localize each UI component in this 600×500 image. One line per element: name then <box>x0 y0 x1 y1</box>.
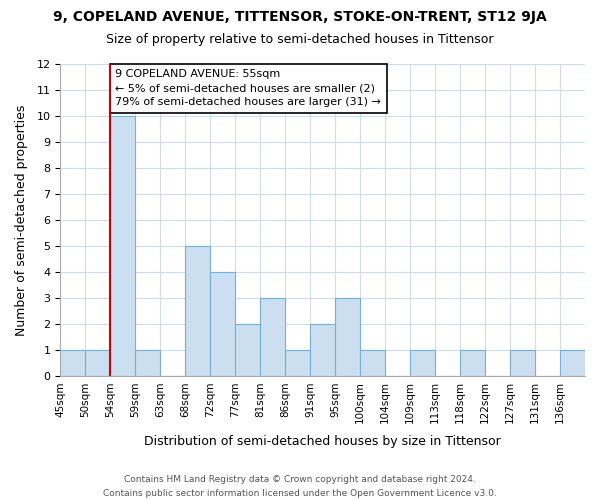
Bar <box>235 324 260 376</box>
Text: 9 COPELAND AVENUE: 55sqm
← 5% of semi-detached houses are smaller (2)
79% of sem: 9 COPELAND AVENUE: 55sqm ← 5% of semi-de… <box>115 69 381 107</box>
Bar <box>510 350 535 376</box>
Bar <box>410 350 435 376</box>
Y-axis label: Number of semi-detached properties: Number of semi-detached properties <box>15 104 28 336</box>
Bar <box>310 324 335 376</box>
Bar <box>185 246 210 376</box>
Text: 9, COPELAND AVENUE, TITTENSOR, STOKE-ON-TRENT, ST12 9JA: 9, COPELAND AVENUE, TITTENSOR, STOKE-ON-… <box>53 10 547 24</box>
Bar <box>560 350 585 376</box>
Bar <box>285 350 310 376</box>
Bar <box>260 298 285 376</box>
Bar <box>135 350 160 376</box>
X-axis label: Distribution of semi-detached houses by size in Tittensor: Distribution of semi-detached houses by … <box>144 434 501 448</box>
Bar <box>60 350 85 376</box>
Text: Size of property relative to semi-detached houses in Tittensor: Size of property relative to semi-detach… <box>106 32 494 46</box>
Bar <box>85 350 110 376</box>
Bar <box>335 298 360 376</box>
Bar <box>210 272 235 376</box>
Bar <box>460 350 485 376</box>
Bar <box>110 116 135 376</box>
Text: Contains HM Land Registry data © Crown copyright and database right 2024.
Contai: Contains HM Land Registry data © Crown c… <box>103 476 497 498</box>
Bar <box>360 350 385 376</box>
